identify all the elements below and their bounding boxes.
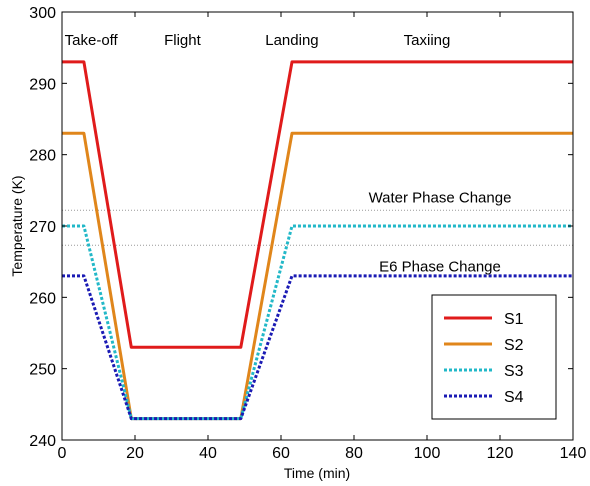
phase-labels: Take-off Flight Landing Taxiing xyxy=(65,32,451,49)
phase-label: Landing xyxy=(265,32,318,49)
reference-line-label: Water Phase Change xyxy=(369,189,512,206)
x-axis-title: Time (min) xyxy=(284,465,350,481)
x-tick-label: 100 xyxy=(414,445,441,462)
x-tick-label: 0 xyxy=(58,445,67,462)
axis-ticks: 0 20 40 60 80 100 120 140 240 250 260 270 280 290 300 xyxy=(29,5,586,462)
y-tick-label: 280 xyxy=(29,148,56,165)
legend-entries: S1 S2 S3 S4 xyxy=(444,311,524,406)
y-axis-title: Temperature (K) xyxy=(9,175,25,276)
x-tick-label: 80 xyxy=(345,445,363,462)
legend-label: S1 xyxy=(504,311,524,328)
reference-line-label: E6 Phase Change xyxy=(379,258,501,275)
series-line-s1 xyxy=(62,60,573,349)
x-tick-label: 140 xyxy=(560,445,587,462)
y-tick-label: 270 xyxy=(29,219,56,236)
x-tick-label: 120 xyxy=(487,445,514,462)
y-tick-label: 240 xyxy=(29,433,56,450)
phase-label: Taxiing xyxy=(404,32,451,49)
legend: S1 S2 S3 S4 xyxy=(431,294,557,420)
phase-label: Take-off xyxy=(65,32,119,49)
y-tick-label: 290 xyxy=(29,76,56,93)
x-tick-label: 40 xyxy=(199,445,217,462)
series-lines xyxy=(62,60,573,421)
legend-box xyxy=(431,294,557,420)
x-tick-label: 60 xyxy=(272,445,290,462)
x-tick-label: 20 xyxy=(126,445,144,462)
y-tick-label: 260 xyxy=(29,290,56,307)
legend-label: S2 xyxy=(504,337,524,354)
phase-label: Flight xyxy=(164,32,202,49)
reference-lines: Water Phase Change E6 Phase Change xyxy=(62,189,573,275)
legend-label: S3 xyxy=(504,363,524,380)
y-tick-label: 300 xyxy=(29,5,56,22)
series-line-s4 xyxy=(62,274,573,421)
y-tick-label: 250 xyxy=(29,362,56,379)
series-line-s3 xyxy=(62,224,573,421)
legend-label: S4 xyxy=(504,389,524,406)
